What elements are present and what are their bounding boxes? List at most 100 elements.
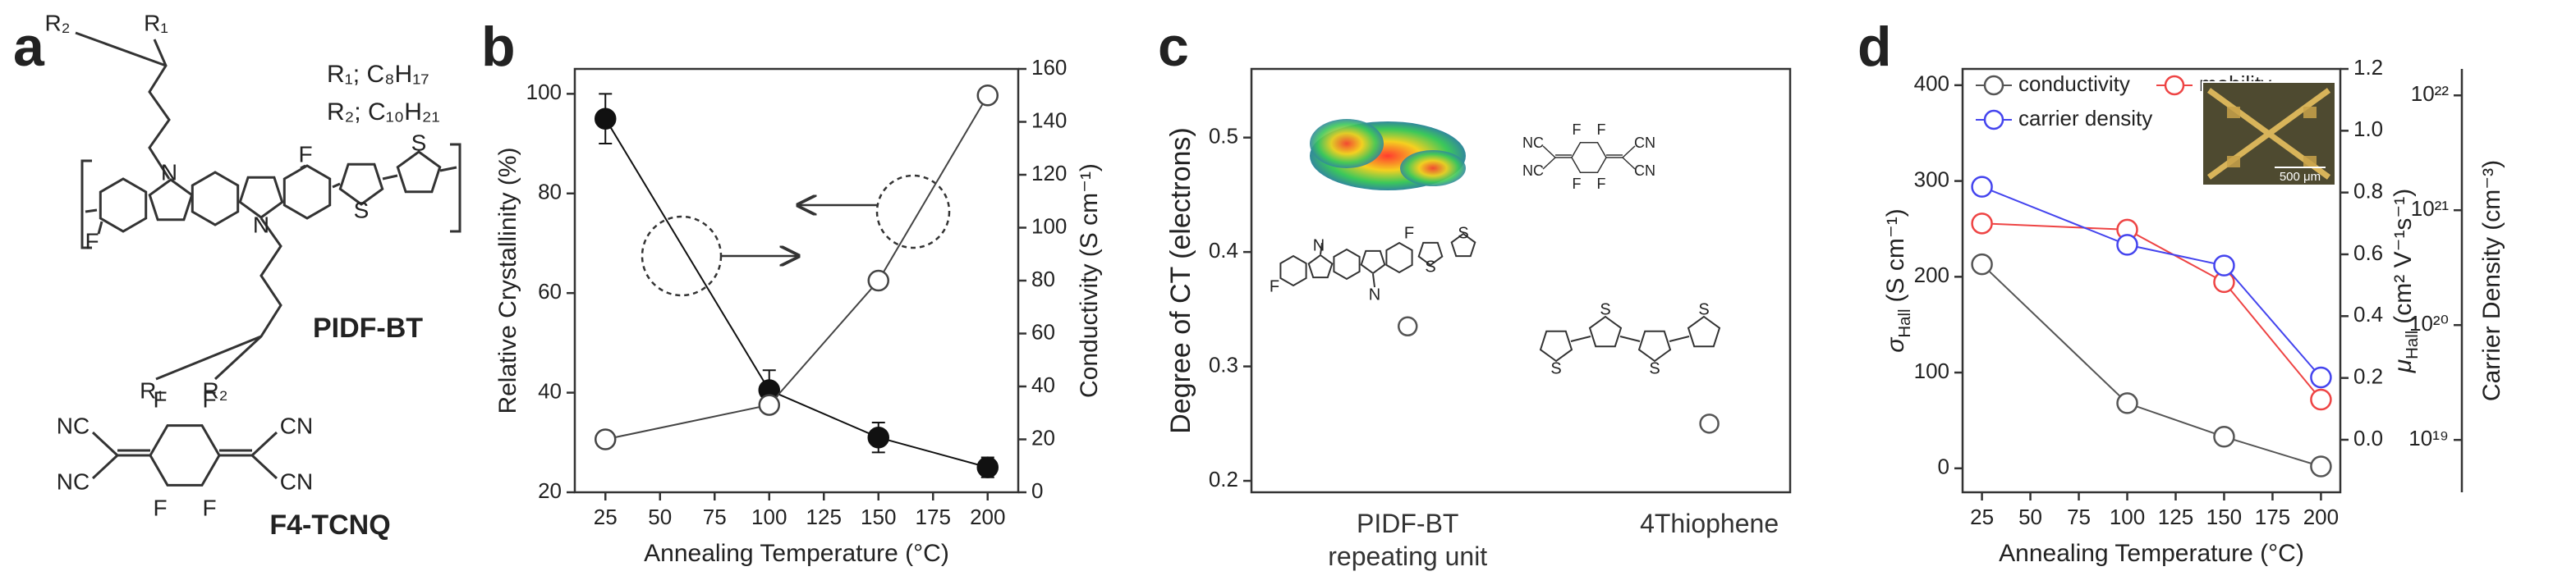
series-line xyxy=(604,94,989,441)
bond xyxy=(97,164,306,235)
ring xyxy=(1333,248,1361,281)
x-tick-label: 50 xyxy=(2018,505,2042,529)
y-tick-label: 0.0 xyxy=(2353,426,2383,450)
atom-label: CN xyxy=(1634,162,1655,179)
y-tick-label: 80 xyxy=(1031,267,1055,291)
atom-label: S xyxy=(354,197,370,222)
y-tick-label: 20 xyxy=(538,478,562,503)
y-tick-label: 10²⁰ xyxy=(2409,311,2449,336)
plot-frame xyxy=(1961,67,2342,494)
x-tick-label: 175 xyxy=(916,505,951,529)
x-tick-label: 75 xyxy=(703,505,727,529)
atom-label: F xyxy=(1597,121,1606,138)
x-category-label: 4Thiophene xyxy=(1640,509,1779,538)
atom-label: NC xyxy=(1522,135,1544,151)
atom-label: NC xyxy=(57,413,90,438)
bond xyxy=(1320,242,1375,288)
atom-label: F xyxy=(1404,224,1414,242)
y-tick-label: 160 xyxy=(1031,55,1067,80)
bond xyxy=(117,449,252,457)
atom-label: R₂ xyxy=(44,10,70,35)
atom-label: NC xyxy=(1522,162,1544,179)
atom-label: S xyxy=(1600,300,1610,318)
annotation-circle xyxy=(875,174,951,249)
atom-label: F xyxy=(1573,121,1582,138)
y-tick-label: 40 xyxy=(1031,372,1055,397)
marker xyxy=(2213,426,2235,448)
marker xyxy=(594,428,617,450)
atom-label: S xyxy=(1425,258,1435,276)
axis-title-subscript: Hall xyxy=(1896,308,1914,337)
marker xyxy=(758,394,780,416)
atom-label: R₁ xyxy=(140,377,164,403)
esp-map xyxy=(1400,150,1466,186)
atom-label: F xyxy=(85,228,99,254)
inset-pad xyxy=(2303,107,2317,118)
axis-title: μHall (cm² V⁻¹s⁻¹) xyxy=(2390,189,2422,374)
atom-label: S xyxy=(411,130,427,155)
ring xyxy=(1360,249,1386,275)
legend-marker xyxy=(1983,109,2004,130)
axis-title: Degree of CT (electrons) xyxy=(1165,127,1196,434)
bond xyxy=(1555,154,1623,158)
y-tick-label: 10²¹ xyxy=(2411,196,2450,221)
y-tick-label: 60 xyxy=(538,279,562,304)
y-tick-label: 0.2 xyxy=(2353,364,2383,389)
x-tick-label: 100 xyxy=(751,505,787,529)
inset-pad xyxy=(2303,156,2317,167)
y-tick-label: 400 xyxy=(1914,71,1949,96)
bond xyxy=(1542,145,1636,170)
y-tick-label: 10²² xyxy=(2411,81,2450,106)
inset-pad xyxy=(2227,107,2240,118)
bond xyxy=(80,143,461,249)
atom-label: F xyxy=(1573,176,1582,192)
y-tick-label: 140 xyxy=(1031,107,1067,132)
panel-letter: d xyxy=(1857,16,1892,78)
x-tick-label: 75 xyxy=(2067,505,2091,529)
x-tick-label: 125 xyxy=(2158,505,2193,529)
atom-label: S xyxy=(1698,300,1709,318)
y-tick-label: 1.0 xyxy=(2353,117,2383,141)
series-line xyxy=(604,118,989,468)
x-tick-label: 50 xyxy=(648,505,672,529)
bond xyxy=(75,31,171,180)
atom-label: N xyxy=(1369,286,1380,304)
axis-title-symbol: μ xyxy=(2390,359,2417,373)
marker xyxy=(976,85,999,107)
ring xyxy=(282,164,332,220)
marker xyxy=(867,426,890,449)
legend-label: carrier density xyxy=(2018,106,2152,130)
ring xyxy=(238,176,284,219)
y-tick-label: 100 xyxy=(526,80,562,104)
y-tick-label: 60 xyxy=(1031,319,1055,344)
legend-marker xyxy=(2164,75,2185,96)
y-tick-label: 0.8 xyxy=(2353,179,2383,203)
y-tick-label: 0 xyxy=(1031,478,1043,503)
x-tick-label: 200 xyxy=(970,505,1005,529)
x-category-label: PIDF-BT repeating unit xyxy=(1328,509,1488,571)
x-tick-label: 100 xyxy=(2110,505,2145,529)
x-tick-label: 125 xyxy=(806,505,842,529)
ring xyxy=(1417,241,1444,267)
plot-frame xyxy=(573,67,1020,494)
x-tick-label: 175 xyxy=(2255,505,2290,529)
atom-label: R₂ xyxy=(202,377,227,403)
annotation-circle xyxy=(641,215,723,297)
y-tick-label: 0.4 xyxy=(2353,302,2383,327)
substituent-label: R₁; C₈H₁₇ xyxy=(327,61,429,88)
atom-label: F xyxy=(1597,176,1606,192)
marker xyxy=(1971,213,1993,235)
marker xyxy=(1699,414,1720,434)
y-tick-label: 1.2 xyxy=(2353,55,2383,80)
marker xyxy=(1971,253,1993,276)
y-tick-label: 0.2 xyxy=(1209,467,1238,491)
esp-map xyxy=(1310,119,1384,168)
atom-label: N xyxy=(253,212,269,237)
ring xyxy=(396,150,442,194)
panel-letter: b xyxy=(481,16,516,78)
marker xyxy=(1971,176,1993,198)
y-tick-label: 120 xyxy=(1031,161,1067,185)
x-tick-label: 200 xyxy=(2303,505,2339,529)
